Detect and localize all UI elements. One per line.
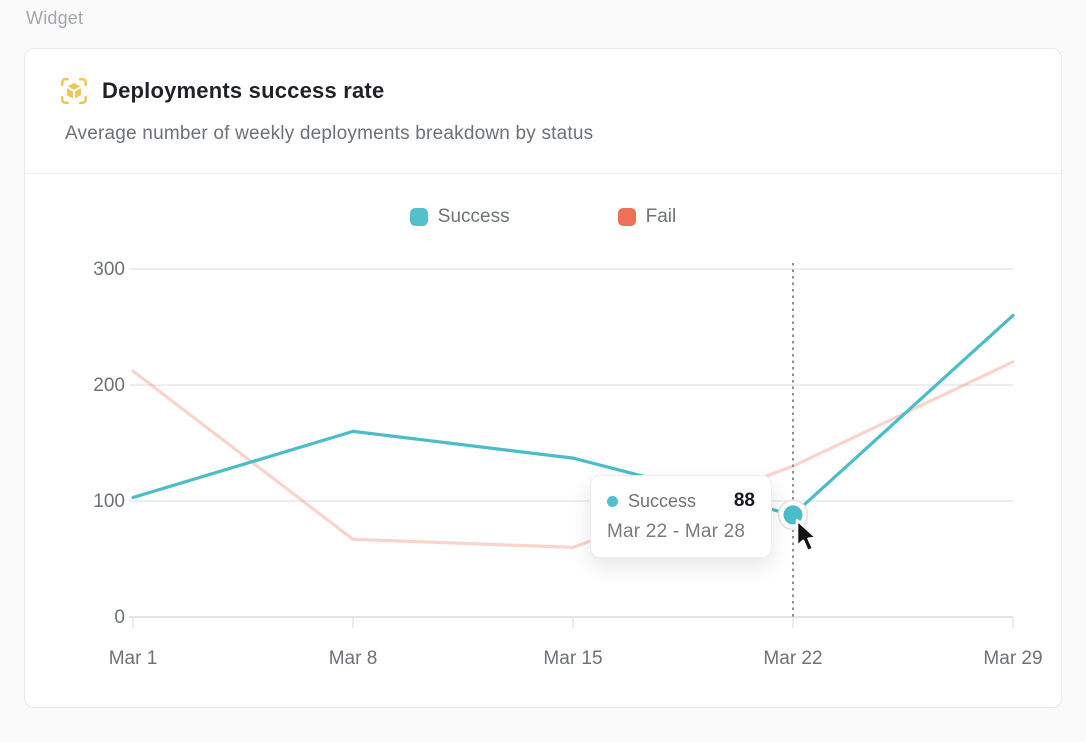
legend-item-success[interactable]: Success <box>409 206 510 228</box>
tooltip-date-range: Mar 22 - Mar 28 <box>607 521 746 542</box>
tooltip-series-dot <box>607 495 618 507</box>
legend-swatch-success <box>409 208 428 226</box>
x-tick-label-0: Mar 1 <box>109 648 158 669</box>
tooltip-value: 88 <box>733 490 755 511</box>
y-tick-label-300: 300 <box>93 259 125 280</box>
y-tick-label-200: 200 <box>93 375 125 396</box>
active-data-point[interactable] <box>783 505 803 525</box>
tooltip-series-label: Success <box>628 490 697 511</box>
x-tick-label-1: Mar 8 <box>329 648 378 669</box>
legend-swatch-fail <box>617 208 636 226</box>
y-tick-label-0: 0 <box>114 607 125 628</box>
y-tick-label-100: 100 <box>93 491 125 512</box>
series-line-success <box>131 313 1015 517</box>
x-tick-label-2: Mar 15 <box>543 648 602 669</box>
chart-tooltip: Success 88 Mar 22 - Mar 28 <box>590 475 772 558</box>
cube-scan-icon <box>61 78 87 104</box>
legend-item-fail[interactable]: Fail <box>617 206 677 228</box>
deployments-widget-card: Deployments success rate Average number … <box>24 48 1062 708</box>
legend-label: Success <box>437 206 510 227</box>
widget-label: Widget <box>26 8 84 28</box>
page-title: Deployments success rate <box>102 78 385 103</box>
chart-section: Success Fail 0 100 200 300 Mar 1 Mar 8 Mar 15 Ma… <box>25 174 1061 707</box>
chart-legend: Success Fail <box>25 206 1061 228</box>
legend-label: Fail <box>645 206 677 227</box>
x-tick-label-3: Mar 22 <box>763 648 822 669</box>
series-line-fail <box>131 360 1015 549</box>
x-tick-label-4: Mar 29 <box>983 648 1042 669</box>
page-subtitle: Average number of weekly deployments bre… <box>65 123 594 144</box>
line-chart-plot-area[interactable]: 0 100 200 300 Mar 1 Mar 8 Mar 15 Mar 22 Mar 29 <box>25 174 1061 707</box>
card-header: Deployments success rate Average number … <box>25 49 1061 174</box>
